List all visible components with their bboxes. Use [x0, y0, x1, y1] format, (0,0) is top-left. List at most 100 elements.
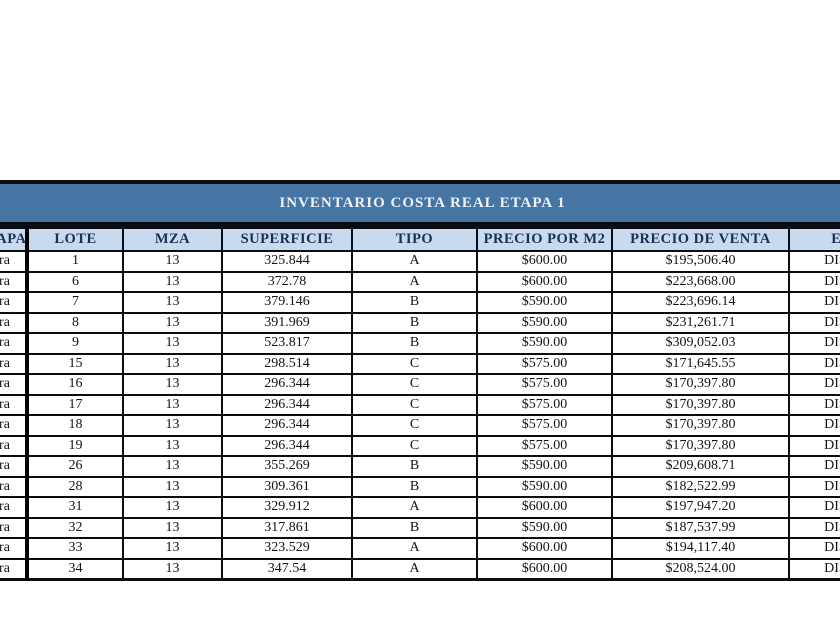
cell-superficie: 309.361 — [221, 475, 353, 498]
table-row: 1ra1713296.344C$575.00$170,397.80DISPONI… — [0, 393, 840, 416]
cell-tipo: C — [351, 352, 478, 375]
table-title: INVENTARIO COSTA REAL ETAPA 1 — [279, 194, 566, 211]
cell-estatus: DISPONIBLE — [788, 373, 840, 396]
table-row: 1ra113325.844A$600.00$195,506.40DISPONIB… — [0, 250, 840, 273]
cell-tipo: B — [351, 332, 478, 355]
table-row: 1ra3413347.54A$600.00$208,524.00DISPONIB… — [0, 557, 840, 581]
cell-tipo: C — [351, 393, 478, 416]
cell-superficie: 325.844 — [221, 250, 353, 273]
cell-mza: 13 — [122, 373, 223, 396]
table-row: 1ra713379.146B$590.00$223,696.14DISPONIB… — [0, 291, 840, 314]
cell-precio-por-m2: $590.00 — [476, 311, 613, 334]
column-header-superficie: SUPERFICIE — [221, 226, 353, 252]
cell-estatus: DISPONIBLE — [788, 475, 840, 498]
table-header: ETAPALOTEMZASUPERFICIETIPOPRECIO POR M2P… — [0, 226, 840, 252]
table-row: 1ra3113329.912A$600.00$197,947.20DISPONI… — [0, 496, 840, 519]
cell-tipo: B — [351, 455, 478, 478]
column-header-etapa: ETAPA — [0, 226, 29, 252]
cell-estatus: DISPONIBLE — [788, 270, 840, 293]
cell-mza: 13 — [122, 270, 223, 293]
cell-tipo: C — [351, 434, 478, 457]
cell-estatus: DISPONIBLE — [788, 250, 840, 273]
cell-mza: 13 — [122, 516, 223, 539]
cell-etapa: 1ra — [0, 516, 29, 539]
cell-etapa: 1ra — [0, 557, 29, 581]
cell-precio-por-m2: $600.00 — [476, 557, 613, 581]
cell-superficie: 347.54 — [221, 557, 353, 581]
cell-etapa: 1ra — [0, 475, 29, 498]
cell-precio-de-venta: $187,537.99 — [611, 516, 790, 539]
cell-precio-de-venta: $309,052.03 — [611, 332, 790, 355]
inventory-sheet: INVENTARIO COSTA REAL ETAPA 1 ETAPALOTEM… — [0, 180, 840, 581]
cell-lote: 33 — [26, 537, 124, 560]
cell-mza: 13 — [122, 434, 223, 457]
cell-precio-de-venta: $170,397.80 — [611, 393, 790, 416]
cell-precio-por-m2: $575.00 — [476, 434, 613, 457]
cell-precio-de-venta: $209,608.71 — [611, 455, 790, 478]
cell-superficie: 523.817 — [221, 332, 353, 355]
cell-mza: 13 — [122, 537, 223, 560]
cell-precio-por-m2: $600.00 — [476, 537, 613, 560]
cell-estatus: DISPONIBLE — [788, 332, 840, 355]
cell-etapa: 1ra — [0, 496, 29, 519]
cell-superficie: 317.861 — [221, 516, 353, 539]
cell-superficie: 379.146 — [221, 291, 353, 314]
table-row: 1ra1613296.344C$575.00$170,397.80DISPONI… — [0, 373, 840, 396]
cell-mza: 13 — [122, 557, 223, 581]
table-row: 1ra913523.817B$590.00$309,052.03DISPONIB… — [0, 332, 840, 355]
column-header-estatus: ESTATUS — [788, 226, 840, 252]
cell-mza: 13 — [122, 352, 223, 375]
cell-etapa: 1ra — [0, 414, 29, 437]
cell-lote: 18 — [26, 414, 124, 437]
table-row: 1ra1913296.344C$575.00$170,397.80DISPONI… — [0, 434, 840, 457]
cell-superficie: 296.344 — [221, 393, 353, 416]
cell-lote: 6 — [26, 270, 124, 293]
cell-precio-de-venta: $231,261.71 — [611, 311, 790, 334]
cell-mza: 13 — [122, 455, 223, 478]
cell-etapa: 1ra — [0, 352, 29, 375]
cell-etapa: 1ra — [0, 291, 29, 314]
cell-precio-por-m2: $590.00 — [476, 516, 613, 539]
column-header-precio-de-venta: PRECIO DE VENTA — [611, 226, 790, 252]
cell-estatus: DISPONIBLE — [788, 352, 840, 375]
cell-etapa: 1ra — [0, 537, 29, 560]
cell-superficie: 355.269 — [221, 455, 353, 478]
cell-superficie: 296.344 — [221, 373, 353, 396]
cell-tipo: A — [351, 557, 478, 581]
cell-precio-de-venta: $170,397.80 — [611, 373, 790, 396]
cell-estatus: DISPONIBLE — [788, 434, 840, 457]
cell-estatus: DISPONIBLE — [788, 455, 840, 478]
cell-precio-por-m2: $575.00 — [476, 393, 613, 416]
cell-etapa: 1ra — [0, 455, 29, 478]
cell-lote: 7 — [26, 291, 124, 314]
cell-etapa: 1ra — [0, 434, 29, 457]
cell-estatus: DISPONIBLE — [788, 393, 840, 416]
cell-precio-de-venta: $170,397.80 — [611, 434, 790, 457]
cell-etapa: 1ra — [0, 373, 29, 396]
cell-etapa: 1ra — [0, 270, 29, 293]
cell-lote: 31 — [26, 496, 124, 519]
cell-lote: 15 — [26, 352, 124, 375]
inventory-table: ETAPALOTEMZASUPERFICIETIPOPRECIO POR M2P… — [0, 226, 840, 581]
cell-precio-de-venta: $223,668.00 — [611, 270, 790, 293]
cell-precio-por-m2: $600.00 — [476, 496, 613, 519]
column-header-mza: MZA — [122, 226, 223, 252]
header-row: ETAPALOTEMZASUPERFICIETIPOPRECIO POR M2P… — [0, 226, 840, 252]
table-row: 1ra3313323.529A$600.00$194,117.40DISPONI… — [0, 537, 840, 560]
cell-tipo: B — [351, 475, 478, 498]
cell-lote: 28 — [26, 475, 124, 498]
cell-tipo: A — [351, 496, 478, 519]
cell-etapa: 1ra — [0, 250, 29, 273]
cell-estatus: DISPONIBLE — [788, 291, 840, 314]
column-header-lote: LOTE — [26, 226, 124, 252]
cell-precio-por-m2: $575.00 — [476, 352, 613, 375]
table-title-bar: INVENTARIO COSTA REAL ETAPA 1 — [0, 180, 840, 226]
table-body: 1ra113325.844A$600.00$195,506.40DISPONIB… — [0, 250, 840, 581]
cell-lote: 8 — [26, 311, 124, 334]
cell-mza: 13 — [122, 311, 223, 334]
cell-estatus: DISPONIBLE — [788, 516, 840, 539]
cell-superficie: 323.529 — [221, 537, 353, 560]
cell-precio-por-m2: $575.00 — [476, 414, 613, 437]
cell-precio-de-venta: $208,524.00 — [611, 557, 790, 581]
cell-superficie: 329.912 — [221, 496, 353, 519]
